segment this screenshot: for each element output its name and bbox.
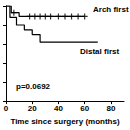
svg-text:Arch first: Arch first bbox=[93, 5, 129, 14]
svg-text:40: 40 bbox=[54, 104, 63, 113]
svg-text:p=0.0692: p=0.0692 bbox=[16, 82, 51, 91]
svg-text:80: 80 bbox=[106, 104, 115, 113]
svg-text:Time since surgery (months): Time since surgery (months) bbox=[10, 117, 120, 126]
svg-text:20: 20 bbox=[28, 104, 37, 113]
svg-text:Distal first: Distal first bbox=[80, 47, 119, 56]
svg-text:60: 60 bbox=[80, 104, 89, 113]
svg-text:0: 0 bbox=[4, 104, 9, 113]
